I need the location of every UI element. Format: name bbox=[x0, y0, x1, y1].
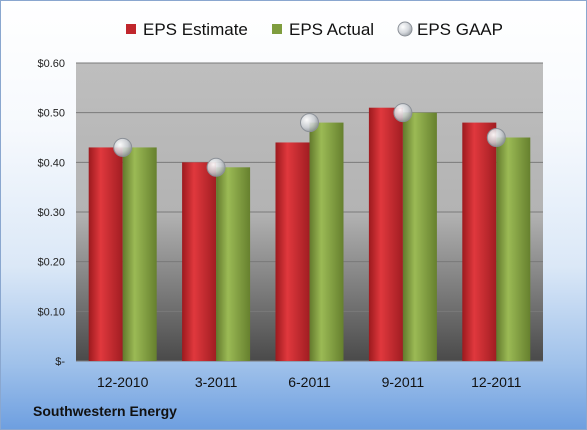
legend-swatch bbox=[126, 24, 136, 34]
y-tick-label: $- bbox=[55, 356, 65, 368]
legend-swatch bbox=[397, 21, 413, 37]
y-tick-label: $0.40 bbox=[37, 157, 65, 169]
x-tick-label: 6-2011 bbox=[288, 374, 331, 390]
bar-eps-estimate bbox=[462, 122, 497, 361]
y-tick-label: $0.10 bbox=[37, 306, 65, 318]
marker-eps-gaap bbox=[206, 157, 226, 177]
marker-eps-gaap bbox=[393, 103, 413, 123]
marker-eps-gaap bbox=[486, 128, 506, 147]
x-tick-label: 3-2011 bbox=[195, 374, 238, 390]
bar-eps-estimate bbox=[275, 142, 310, 361]
bar-eps-actual bbox=[122, 147, 157, 361]
legend-label: EPS Estimate bbox=[143, 20, 248, 39]
x-tick-label: 12-2010 bbox=[97, 374, 149, 390]
marker-eps-gaap bbox=[113, 137, 133, 157]
legend-label: EPS GAAP bbox=[417, 20, 503, 39]
bar-eps-estimate bbox=[182, 162, 217, 361]
legend-eps-gaap: EPS GAAP bbox=[397, 20, 503, 39]
bar-eps-actual bbox=[496, 137, 531, 361]
y-tick-label: $0.30 bbox=[37, 207, 65, 219]
legend-swatch bbox=[272, 24, 282, 34]
bar-eps-actual bbox=[309, 122, 344, 361]
y-tick-label: $0.60 bbox=[37, 58, 65, 70]
y-tick-label: $0.20 bbox=[37, 257, 65, 269]
y-tick-label: $0.50 bbox=[37, 108, 65, 120]
bar-eps-actual bbox=[216, 167, 251, 361]
company-name: Southwestern Energy bbox=[33, 403, 177, 419]
legend-label: EPS Actual bbox=[289, 20, 374, 39]
legend-eps-estimate: EPS Estimate bbox=[126, 20, 248, 39]
legend-eps-actual: EPS Actual bbox=[272, 20, 374, 39]
marker-eps-gaap bbox=[300, 113, 319, 133]
x-tick-label: 12-2011 bbox=[471, 374, 522, 390]
bar-eps-estimate bbox=[368, 107, 403, 361]
x-tick-label: 9-2011 bbox=[382, 374, 425, 390]
bar-eps-estimate bbox=[88, 147, 123, 361]
bar-eps-actual bbox=[402, 112, 437, 362]
